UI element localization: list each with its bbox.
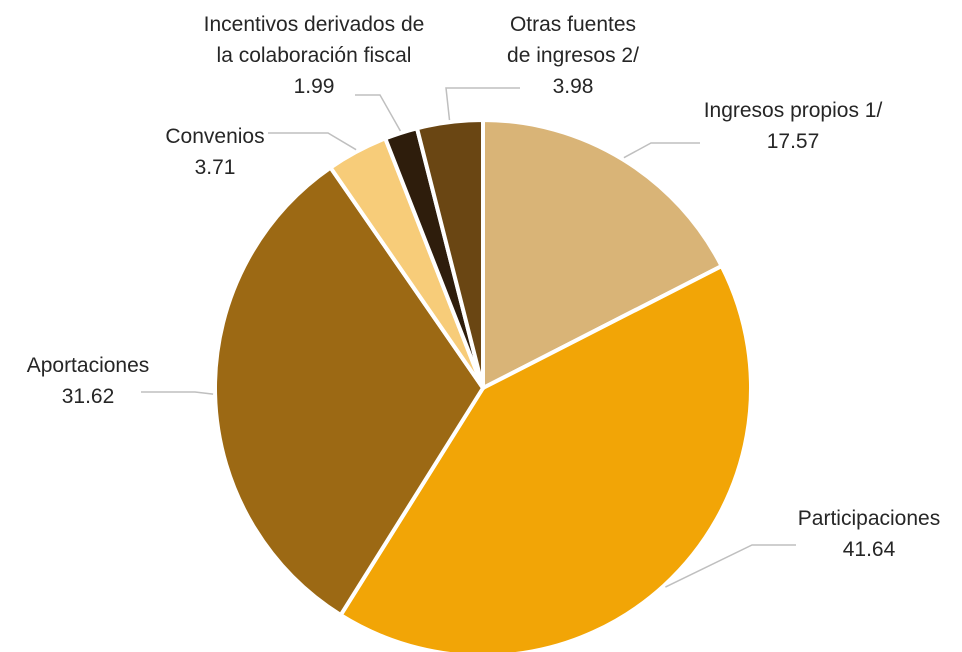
slice-label-otras-fuentes-de-ingresos-2: Otras fuentes de ingresos 2/3.98 — [507, 13, 639, 98]
slice-label-participaciones: Participaciones 41.64 — [798, 507, 940, 561]
value-label-incentivos-derivados-de-la-colaboracion-fiscal: 1.99 — [294, 75, 335, 98]
value-label-aportaciones: 31.62 — [62, 385, 115, 408]
leader-line-participaciones — [665, 544, 796, 588]
slice-label-convenios: Convenios 3.71 — [165, 125, 264, 179]
category-label-aportaciones: Aportaciones — [27, 354, 150, 377]
pie-slice-aportaciones — [213, 165, 485, 618]
leader-line-convenios — [268, 132, 357, 151]
value-label-convenios: 3.71 — [195, 156, 236, 179]
pie-slice-otras-fuentes-de-ingresos-2 — [415, 118, 485, 390]
leader-line-otras-fuentes-de-ingresos-2 — [445, 87, 520, 121]
pie-slice-ingresos-propios-1 — [481, 118, 724, 390]
pie-slice-participaciones — [338, 264, 753, 652]
value-label-otras-fuentes-de-ingresos-2: 3.98 — [553, 75, 594, 98]
slice-label-aportaciones: Aportaciones 31.62 — [27, 354, 150, 408]
slice-label-incentivos-derivados-de-la-colaboracion-fiscal: Incentivos derivados de la colaboración f… — [204, 13, 425, 98]
category-label-ingresos-propios-1: Ingresos propios 1/ — [704, 99, 883, 122]
value-label-ingresos-propios-1: 17.57 — [767, 130, 820, 153]
value-label-participaciones: 41.64 — [843, 538, 896, 561]
leader-line-aportaciones — [141, 391, 214, 395]
category-label-participaciones: Participaciones — [798, 507, 940, 530]
leader-line-ingresos-propios-1 — [623, 142, 700, 159]
pie-slices — [213, 118, 753, 652]
category-label-incentivos-derivados-de-la-colaboracion-fiscal-line-1: Incentivos derivados de — [204, 13, 425, 36]
leader-lines — [141, 87, 796, 588]
category-label-otras-fuentes-de-ingresos-2-line-1: Otras fuentes — [510, 13, 636, 36]
slice-label-ingresos-propios-1: Ingresos propios 1/17.57 — [704, 99, 883, 153]
category-label-incentivos-derivados-de-la-colaboracion-fiscal-line-2: la colaboración fiscal — [217, 44, 412, 67]
leader-line-incentivos-derivados-de-la-colaboracion-fiscal — [355, 94, 402, 132]
slice-labels: Ingresos propios 1/17.57 Participaciones 4… — [27, 13, 940, 561]
category-label-convenios: Convenios — [165, 125, 264, 148]
category-label-otras-fuentes-de-ingresos-2-line-2: de ingresos 2/ — [507, 44, 639, 67]
